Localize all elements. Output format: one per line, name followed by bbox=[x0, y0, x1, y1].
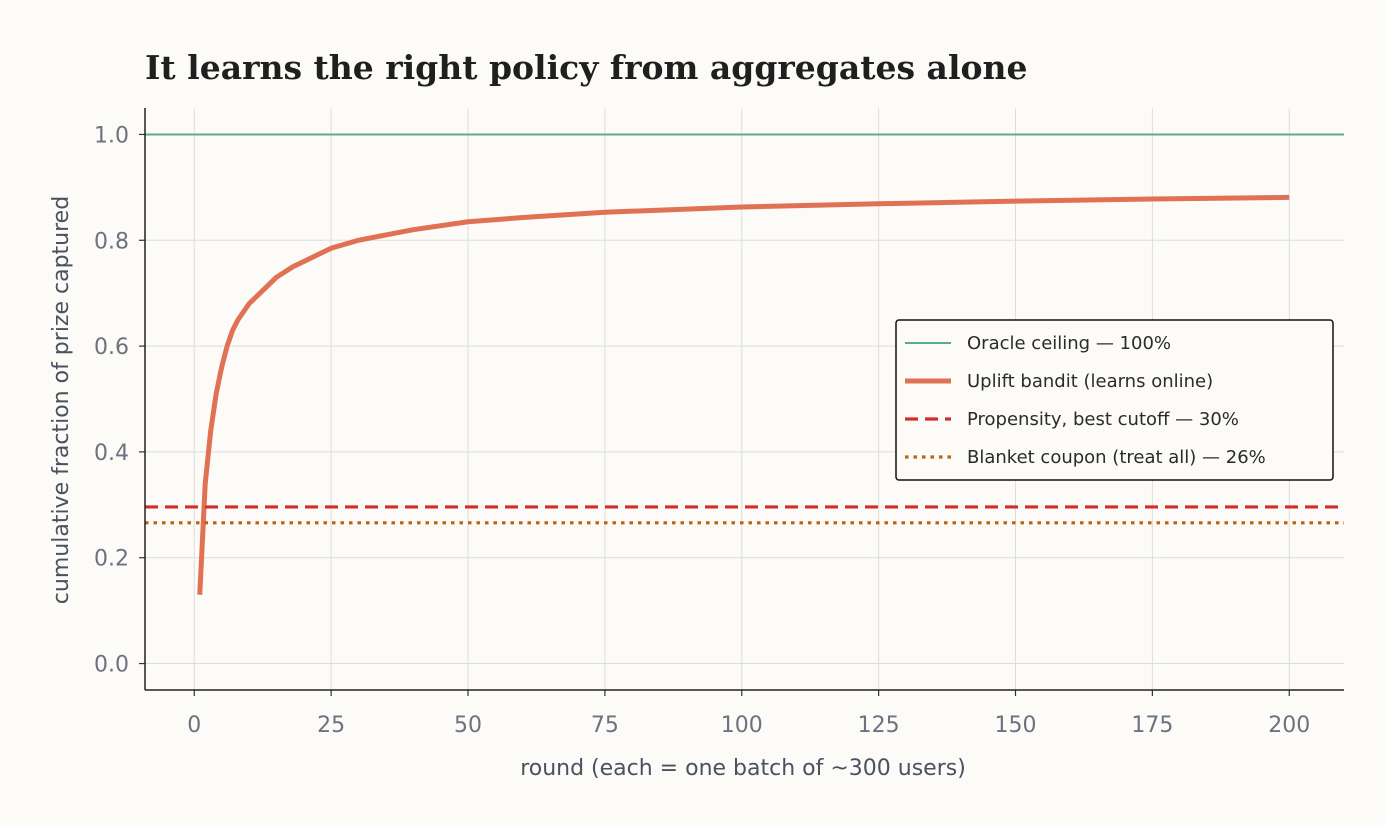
axes bbox=[139, 108, 1344, 696]
y-tick-label: 0.8 bbox=[94, 229, 129, 254]
series-line bbox=[197, 194, 1290, 595]
x-tick-label: 75 bbox=[591, 713, 619, 738]
y-axis-label: cumulative fraction of prize captured bbox=[49, 196, 74, 604]
legend-label: Propensity, best cutoff — 30% bbox=[967, 409, 1239, 430]
x-tick-label: 25 bbox=[317, 713, 345, 738]
x-tick-label: 0 bbox=[187, 713, 201, 738]
x-tick-label: 50 bbox=[454, 713, 482, 738]
x-tick-label: 150 bbox=[995, 713, 1037, 738]
legend-box bbox=[895, 319, 1334, 481]
x-tick-label: 100 bbox=[721, 713, 763, 738]
legend: Oracle ceiling — 100% Uplift bandit (lear… bbox=[895, 319, 1334, 481]
x-tick-label: 125 bbox=[858, 713, 900, 738]
y-tick-label: 0.6 bbox=[94, 335, 129, 360]
legend-label: Oracle ceiling — 100% bbox=[967, 333, 1171, 354]
y-tick-label: 0.2 bbox=[94, 547, 129, 572]
x-tick-label: 175 bbox=[1131, 713, 1173, 738]
tick-labels: 0 25 50 75 100 125 150 175 200 0.0 0.2 0.4 0.6 0.8 1.0 bbox=[94, 123, 1310, 738]
legend-label: Blanket coupon (treat all) — 26% bbox=[967, 447, 1266, 468]
y-tick-label: 0.4 bbox=[94, 441, 129, 466]
y-tick-label: 0.0 bbox=[94, 653, 129, 678]
chart-title: It learns the right policy from aggregat… bbox=[145, 48, 1027, 87]
x-tick-label: 200 bbox=[1268, 713, 1310, 738]
legend-label: Uplift bandit (learns online) bbox=[967, 371, 1213, 392]
y-tick-label: 1.0 bbox=[94, 123, 129, 148]
series-layer bbox=[145, 133, 1344, 595]
x-axis-label: round (each = one batch of ~300 users) bbox=[520, 756, 966, 781]
